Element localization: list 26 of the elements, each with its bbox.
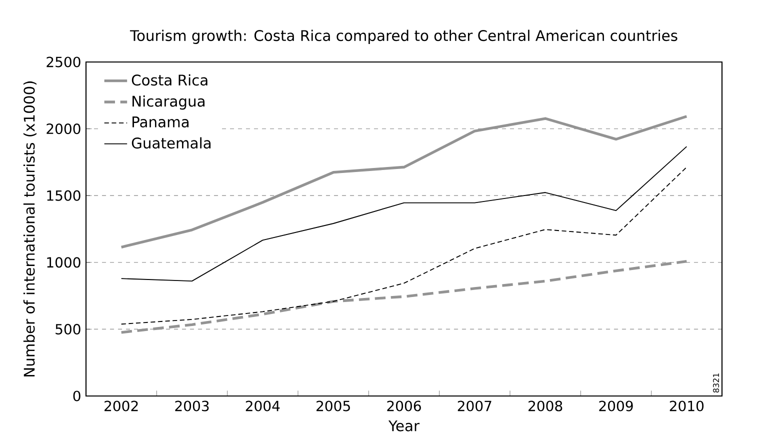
x-tick-label: 2004: [246, 400, 280, 412]
y-axis-title: Number of international tourists (x1000): [23, 81, 36, 376]
y-tick-label: 1000: [47, 257, 80, 268]
y-tick-label: 1500: [47, 190, 80, 201]
x-tick-label: 2006: [387, 400, 421, 412]
x-tick-label: 2010: [670, 400, 704, 412]
x-tick-label: 2003: [175, 400, 209, 412]
legend-label: Guatemala: [132, 137, 211, 149]
line-series: [120, 260, 688, 334]
x-tick-label: 2005: [316, 400, 350, 412]
legend-label: Nicaragua: [132, 95, 204, 110]
legend-label: Costa Rica: [132, 74, 208, 86]
y-tick-label: 2000: [46, 123, 80, 134]
x-tick-label: 2008: [528, 400, 562, 412]
y-tick-label: 2500: [46, 56, 80, 68]
annotation: 8321: [713, 373, 720, 393]
legend-label: Panama: [132, 116, 189, 128]
y-tick-label: 500: [56, 324, 80, 334]
x-tick-label: 2007: [458, 400, 492, 412]
line-series: [120, 115, 688, 248]
x-axis-title: Year: [388, 420, 420, 432]
x-tick-label: 2009: [599, 400, 633, 412]
chart-title: Tourism growth: Costa Rica compared to other Central American countries: [130, 30, 678, 44]
y-tick-label: 0: [73, 390, 80, 402]
line-series: [120, 166, 688, 325]
x-tick-label: 2002: [104, 400, 138, 412]
